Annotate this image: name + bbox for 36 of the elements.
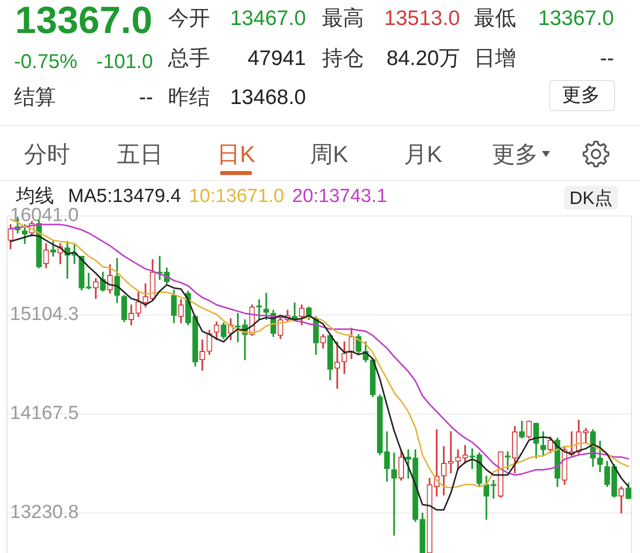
text: -0.75% [14,51,78,73]
text: 47941 [248,46,306,70]
text: 13367.0 [15,0,152,42]
y-tick-label: 14167.5 [10,403,79,424]
candlestick [391,452,397,536]
text: 84.20万 [386,46,460,70]
text: 日K [216,140,256,166]
text: 最低 [474,6,516,30]
text: 10:13671.0 [189,186,284,207]
text: MA5:13479.4 [68,186,182,207]
text: 更多 [562,84,600,106]
text: 13468.0 [230,86,306,108]
text: 月K [404,140,442,166]
text: 总手 [168,46,210,70]
y-tick-label: 15104.3 [10,304,79,326]
text: 持仓 [322,46,364,70]
text: -101.0 [96,51,153,73]
text: DK点 [569,188,613,208]
text: 五日 [117,140,163,166]
text: 周K [310,140,348,166]
text: -- [139,86,153,108]
text: 日增 [474,46,516,70]
text: 20:13743.1 [292,186,388,207]
y-tick-label: 16041.0 [10,205,79,226]
y-tick-label: 13230.8 [10,502,79,524]
text: 分时 [24,140,70,166]
text: 13513.0 [384,6,460,30]
text: 13467.0 [230,6,306,30]
text: -- [600,46,614,70]
text: 更多 [492,140,538,166]
legend-title: 均线 [16,186,54,207]
text: 结算 [14,86,56,108]
text: 最高 [322,6,364,30]
text: 13367.0 [538,6,614,30]
text: 今开 [168,6,210,30]
text: 昨结 [168,86,210,108]
